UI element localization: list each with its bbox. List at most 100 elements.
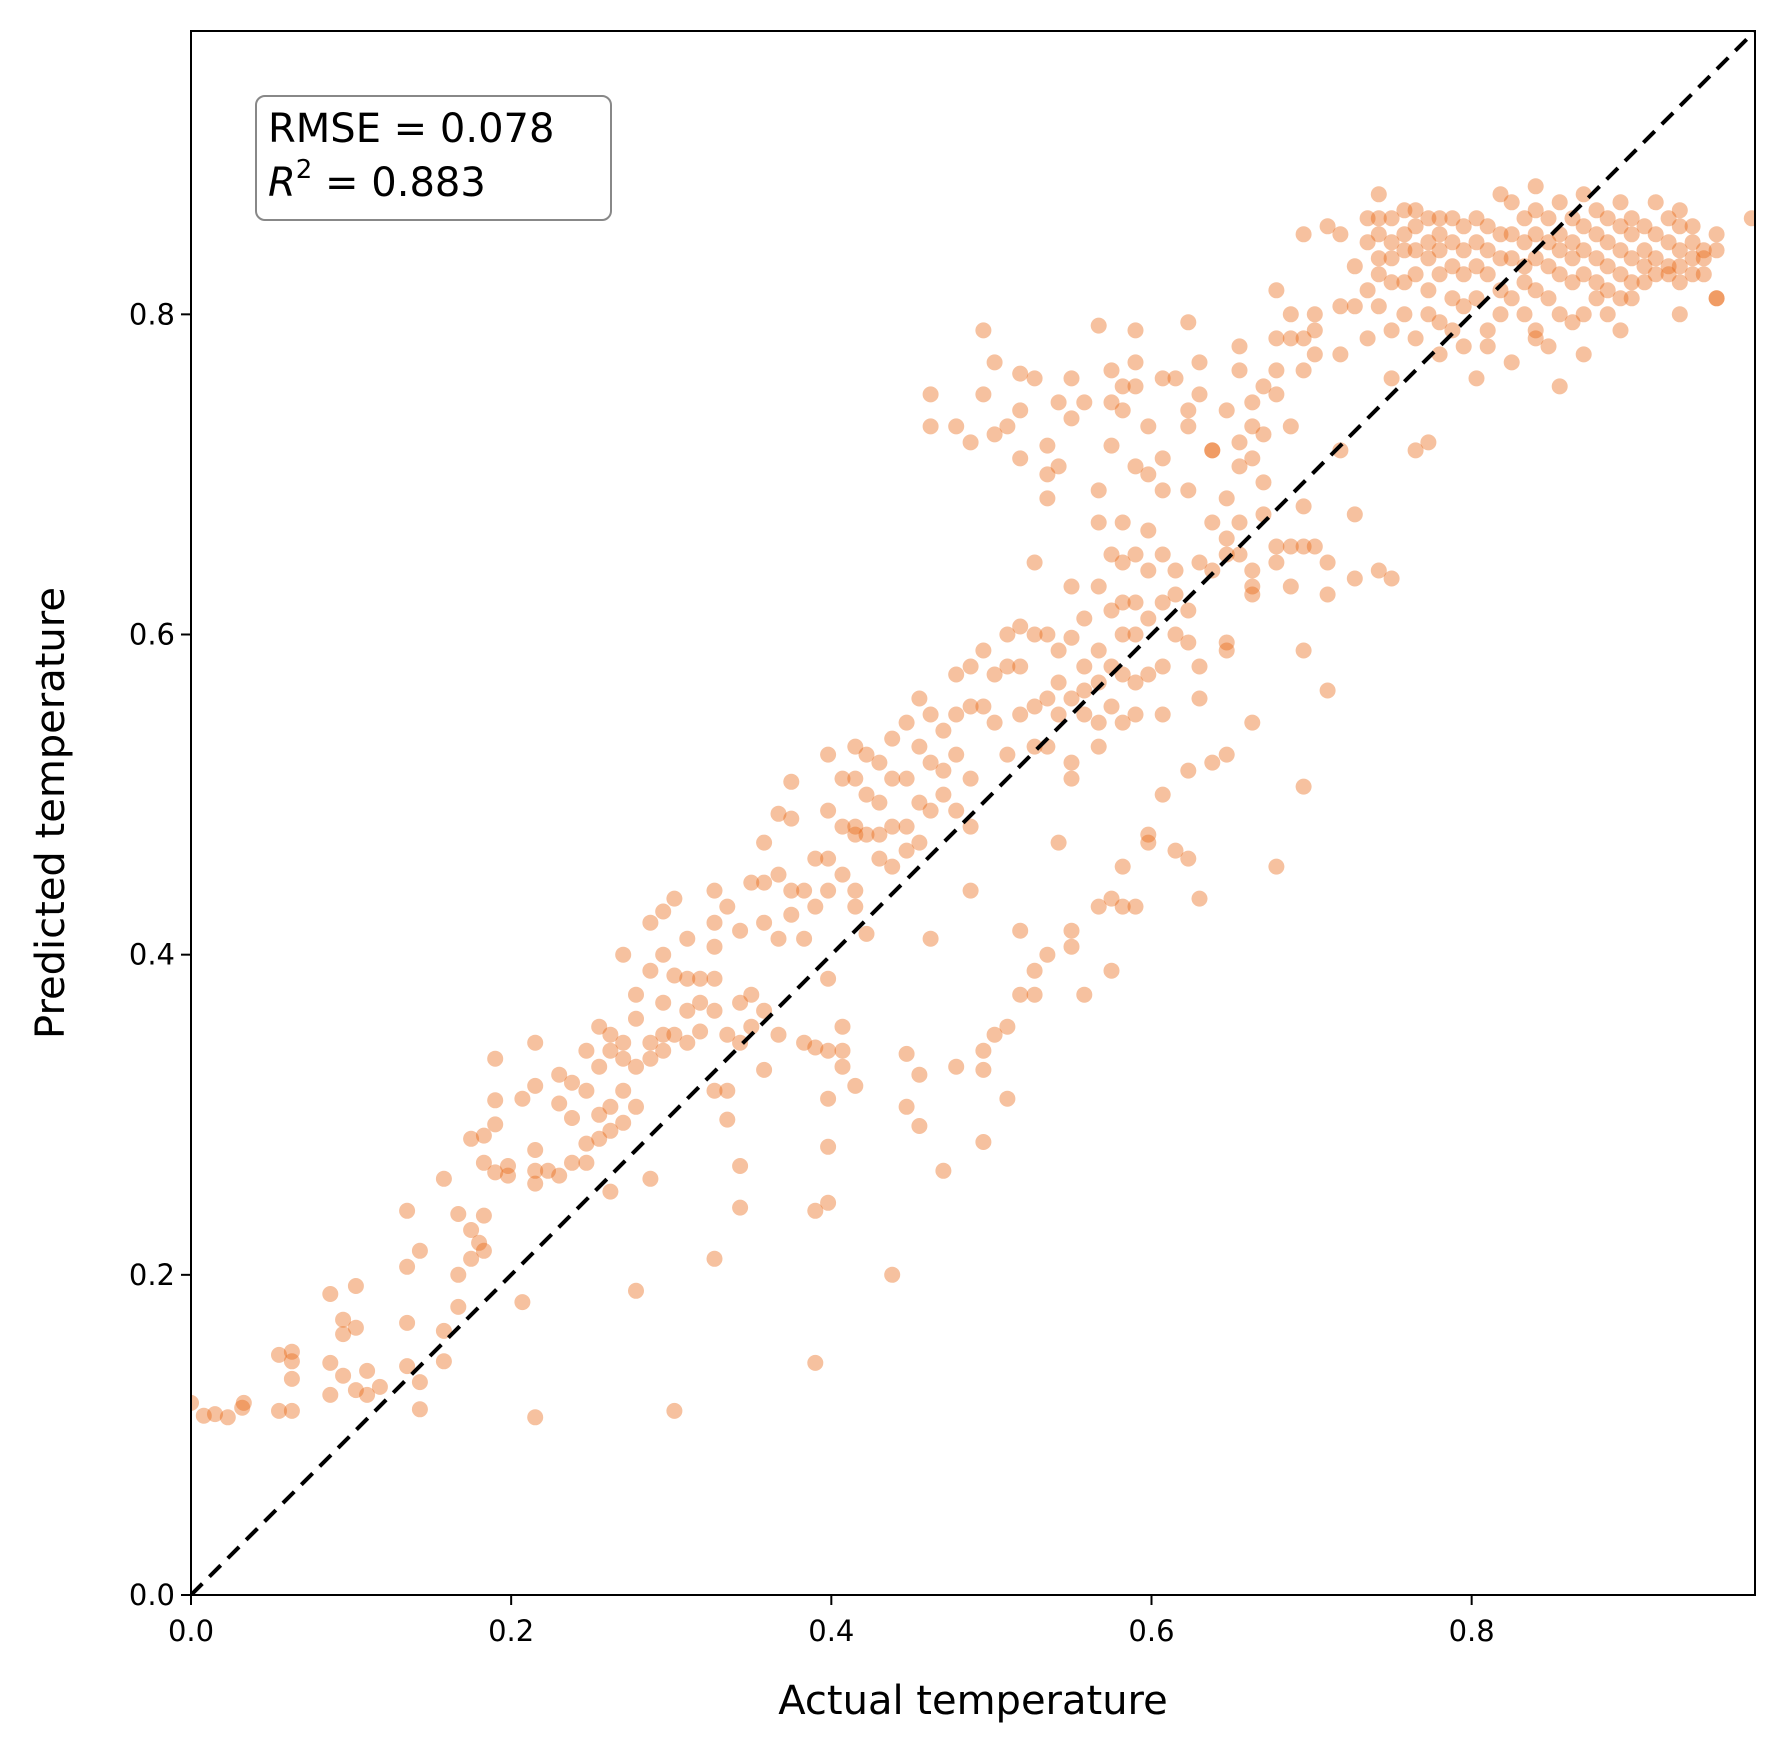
scatter-point xyxy=(999,418,1016,435)
scatter-point xyxy=(1332,442,1349,459)
scatter-point xyxy=(1346,570,1363,587)
scatter-point xyxy=(1636,218,1653,235)
scatter-point xyxy=(1255,426,1272,443)
scatter-point xyxy=(1063,938,1080,955)
scatter-point xyxy=(1708,290,1725,307)
scatter-point xyxy=(1407,266,1424,283)
scatter-point xyxy=(514,1294,531,1311)
scatter-point xyxy=(1468,370,1485,387)
scatter-point xyxy=(271,1346,287,1363)
scatter-point xyxy=(1026,554,1043,571)
scatter-point xyxy=(1282,418,1299,435)
r2-superscript: 2 xyxy=(296,155,313,185)
scatter-point xyxy=(847,770,864,787)
scatter-points xyxy=(191,178,1755,1426)
scatter-point xyxy=(1180,602,1197,619)
scatter-point xyxy=(1306,322,1323,339)
scatter-point xyxy=(948,706,965,723)
scatter-point xyxy=(1154,594,1171,611)
scatter-point xyxy=(602,1042,619,1059)
scatter-point xyxy=(935,722,952,739)
scatter-point xyxy=(1127,594,1144,611)
scatter-point xyxy=(1154,658,1171,675)
scatter-point xyxy=(1244,450,1261,467)
scatter-point xyxy=(655,903,672,920)
scatter-point xyxy=(1346,258,1363,275)
scatter-point xyxy=(1431,314,1448,331)
scatter-point xyxy=(1231,338,1248,355)
scatter-point xyxy=(399,1202,416,1219)
r2-symbol: R xyxy=(268,160,296,206)
scatter-point xyxy=(1564,234,1581,251)
scatter-point xyxy=(820,802,837,819)
scatter-point xyxy=(347,1319,364,1336)
scatter-point xyxy=(1660,266,1677,283)
scatter-point xyxy=(615,1050,632,1067)
scatter-point xyxy=(1671,218,1688,235)
scatter-point xyxy=(666,1402,683,1419)
scatter-point xyxy=(1444,234,1461,251)
scatter-point xyxy=(347,1382,364,1399)
scatter-point xyxy=(1103,437,1120,454)
scatter-point xyxy=(807,1039,824,1056)
scatter-point xyxy=(487,1116,504,1133)
scatter-point xyxy=(1063,410,1080,427)
scatter-point xyxy=(1039,437,1056,454)
scatter-point xyxy=(1244,394,1261,411)
scatter-point xyxy=(1090,674,1107,691)
scatter-point xyxy=(234,1399,251,1416)
scatter-point xyxy=(1551,266,1568,283)
scatter-point xyxy=(743,874,760,891)
scatter-point xyxy=(1370,298,1387,315)
scatter-point xyxy=(1114,714,1131,731)
scatter-point xyxy=(1444,258,1461,275)
scatter-point xyxy=(1636,274,1653,291)
scatter-point xyxy=(1012,922,1029,939)
scatter-point xyxy=(975,322,992,339)
scatter-point xyxy=(1127,706,1144,723)
scatter-point xyxy=(1359,282,1376,299)
scatter-point xyxy=(347,1278,364,1294)
scatter-point xyxy=(743,1018,760,1035)
scatter-point xyxy=(975,386,992,403)
scatter-point xyxy=(1244,418,1261,435)
y-axis-label: Predicted temperature xyxy=(28,587,74,1039)
scatter-point xyxy=(922,754,939,771)
scatter-point xyxy=(399,1258,416,1275)
scatter-point xyxy=(1039,946,1056,963)
scatter-point xyxy=(962,658,979,675)
scatter-point xyxy=(1540,338,1557,355)
scatter-point xyxy=(463,1222,480,1238)
scatter-point xyxy=(871,826,888,843)
scatter-point xyxy=(450,1266,467,1283)
scatter-point xyxy=(1564,210,1581,227)
r2-text: R2 = 0.883 xyxy=(268,155,486,206)
scatter-point xyxy=(847,1077,864,1094)
scatter-point xyxy=(1012,618,1029,635)
scatter-point xyxy=(1503,354,1520,371)
scatter-point xyxy=(692,994,709,1011)
scatter-point xyxy=(1431,242,1448,259)
scatter-point xyxy=(820,882,837,899)
scatter-point xyxy=(783,882,800,899)
scatter-point xyxy=(1103,362,1120,379)
scatter-point xyxy=(487,1050,504,1067)
scatter-point xyxy=(578,1154,595,1171)
scatter-point xyxy=(1295,362,1312,379)
scatter-point xyxy=(1660,258,1677,275)
scatter-point xyxy=(1612,266,1629,283)
scatter-point xyxy=(1743,210,1755,227)
scatter-point xyxy=(1295,778,1312,795)
scatter-point xyxy=(591,1130,608,1147)
scatter-point xyxy=(1282,578,1299,595)
scatter-point xyxy=(922,802,939,819)
scatter-point xyxy=(679,1002,696,1019)
scatter-point xyxy=(1695,250,1712,267)
scatter-point xyxy=(435,1322,452,1339)
scatter-point xyxy=(1468,290,1485,307)
scatter-point xyxy=(834,818,851,835)
scatter-point xyxy=(975,642,992,659)
scatter-point xyxy=(820,850,837,867)
scatter-point xyxy=(1154,482,1171,499)
